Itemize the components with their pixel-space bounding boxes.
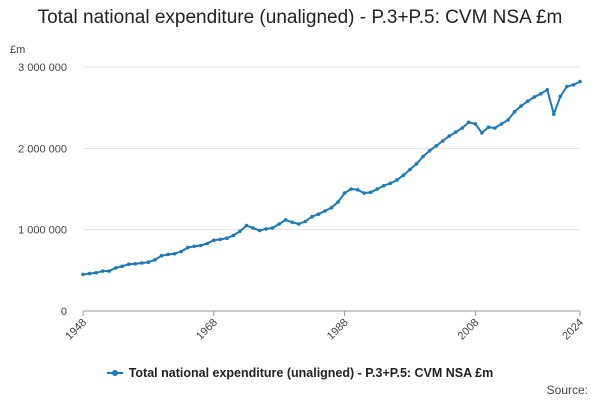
data-point[interactable] bbox=[427, 149, 432, 153]
data-point[interactable] bbox=[310, 214, 314, 219]
data-point[interactable] bbox=[159, 253, 164, 258]
data-point[interactable] bbox=[486, 125, 491, 129]
data-point[interactable] bbox=[107, 269, 111, 273]
data-point[interactable] bbox=[198, 243, 203, 248]
data-point[interactable] bbox=[440, 139, 445, 143]
data-point[interactable] bbox=[277, 222, 282, 226]
data-point[interactable] bbox=[185, 245, 190, 250]
data-point[interactable] bbox=[375, 187, 380, 191]
data-point[interactable] bbox=[205, 241, 210, 246]
data-point[interactable] bbox=[454, 130, 458, 134]
data-point[interactable] bbox=[140, 261, 144, 265]
data-point[interactable] bbox=[316, 212, 321, 216]
legend-label: Total national expenditure (unaligned) -… bbox=[128, 366, 494, 380]
data-point[interactable] bbox=[506, 118, 510, 122]
data-point[interactable] bbox=[499, 122, 504, 126]
y-axis-unit-label: £m bbox=[10, 44, 26, 56]
data-point[interactable] bbox=[257, 228, 262, 233]
data-point[interactable] bbox=[290, 220, 295, 225]
data-point[interactable] bbox=[336, 200, 340, 204]
data-point[interactable] bbox=[552, 112, 556, 116]
y-tick-label: 1 000 000 bbox=[18, 225, 67, 237]
data-point[interactable] bbox=[81, 272, 85, 277]
data-point[interactable] bbox=[146, 260, 151, 265]
data-point[interactable] bbox=[473, 122, 478, 126]
data-point[interactable] bbox=[244, 223, 249, 228]
data-point[interactable] bbox=[283, 218, 288, 222]
chart-title: Total national expenditure (unaligned) -… bbox=[37, 7, 563, 28]
data-point[interactable] bbox=[303, 219, 308, 224]
data-point[interactable] bbox=[342, 191, 347, 195]
data-point[interactable] bbox=[238, 229, 242, 234]
data-point[interactable] bbox=[532, 95, 536, 99]
data-point[interactable] bbox=[388, 181, 393, 186]
data-point[interactable] bbox=[571, 83, 576, 87]
data-point[interactable] bbox=[264, 227, 268, 231]
data-point[interactable] bbox=[251, 226, 255, 230]
data-point[interactable] bbox=[408, 167, 412, 172]
y-tick-label: 0 bbox=[61, 306, 67, 318]
data-point[interactable] bbox=[270, 226, 275, 230]
data-point[interactable] bbox=[153, 258, 157, 262]
data-point[interactable] bbox=[355, 188, 360, 192]
data-point[interactable] bbox=[94, 271, 98, 275]
x-tick-label: 2008 bbox=[456, 317, 482, 343]
data-point[interactable] bbox=[395, 178, 399, 182]
data-point[interactable] bbox=[179, 249, 183, 254]
data-point[interactable] bbox=[225, 236, 229, 240]
data-point[interactable] bbox=[231, 233, 236, 238]
data-point[interactable] bbox=[368, 190, 373, 195]
data-point[interactable] bbox=[87, 271, 92, 276]
data-point[interactable] bbox=[133, 262, 138, 266]
x-axis-ticks: 1948 1968 1988 2008 2024 bbox=[63, 311, 586, 342]
data-point[interactable] bbox=[578, 79, 582, 84]
data-point[interactable] bbox=[414, 162, 419, 166]
data-point[interactable] bbox=[519, 104, 523, 108]
data-point[interactable] bbox=[323, 209, 327, 213]
data-point[interactable] bbox=[212, 238, 216, 242]
data-point[interactable] bbox=[297, 222, 301, 226]
data-point[interactable] bbox=[120, 264, 124, 269]
data-point[interactable] bbox=[493, 126, 497, 130]
x-tick-label: 1968 bbox=[194, 317, 220, 343]
data-point[interactable] bbox=[218, 237, 223, 242]
y-tick-label: 3 000 000 bbox=[18, 62, 67, 74]
data-point[interactable] bbox=[558, 94, 563, 99]
data-point[interactable] bbox=[127, 262, 131, 267]
data-point[interactable] bbox=[166, 252, 170, 257]
data-point[interactable] bbox=[349, 187, 353, 191]
data-point[interactable] bbox=[401, 173, 406, 177]
data-point[interactable] bbox=[113, 266, 118, 270]
data-point[interactable] bbox=[362, 191, 367, 195]
data-point[interactable] bbox=[525, 99, 530, 103]
source-label: Source: bbox=[546, 383, 588, 397]
legend-series-marker-icon bbox=[106, 367, 123, 379]
data-point[interactable] bbox=[100, 269, 105, 273]
y-axis-ticks: 0 1 000 000 2 000 000 3 000 000 bbox=[18, 62, 67, 318]
data-point[interactable] bbox=[460, 126, 465, 130]
data-point[interactable] bbox=[480, 131, 484, 135]
data-point[interactable] bbox=[434, 144, 438, 148]
data-point[interactable] bbox=[467, 120, 471, 125]
gridlines bbox=[83, 66, 580, 231]
x-tick-label: 2024 bbox=[560, 317, 586, 343]
x-tick-label: 1948 bbox=[63, 317, 89, 343]
series-line[interactable] bbox=[82, 80, 581, 276]
data-point[interactable] bbox=[192, 244, 196, 249]
data-point[interactable] bbox=[512, 109, 517, 114]
data-point[interactable] bbox=[382, 183, 386, 188]
data-point[interactable] bbox=[447, 134, 452, 138]
data-series[interactable] bbox=[81, 79, 582, 277]
data-point[interactable] bbox=[329, 205, 334, 210]
x-tick-label: 1988 bbox=[325, 317, 351, 343]
chart-legend: Total national expenditure (unaligned) -… bbox=[0, 366, 600, 380]
data-point[interactable] bbox=[539, 92, 543, 96]
y-tick-label: 2 000 000 bbox=[18, 143, 67, 155]
data-point[interactable] bbox=[565, 84, 569, 89]
data-point[interactable] bbox=[545, 88, 550, 92]
data-point[interactable] bbox=[421, 154, 425, 159]
data-point[interactable] bbox=[172, 251, 177, 256]
